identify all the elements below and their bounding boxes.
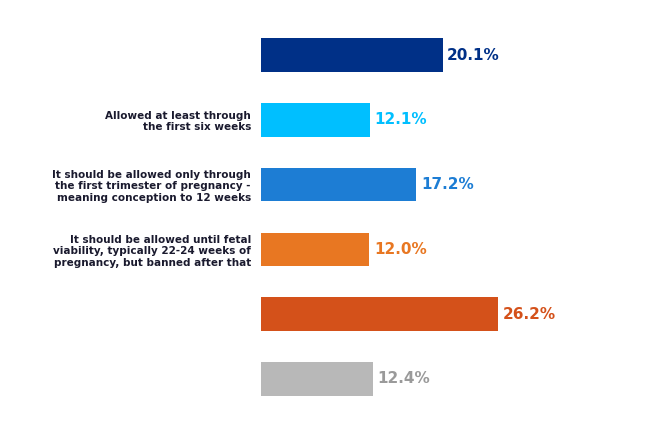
Bar <box>261 233 370 266</box>
Text: 12.1%: 12.1% <box>375 112 428 127</box>
Text: 17.2%: 17.2% <box>421 177 474 192</box>
Text: 12.4%: 12.4% <box>378 372 430 386</box>
Text: 12.0%: 12.0% <box>374 242 426 257</box>
Bar <box>261 103 370 137</box>
Bar <box>261 297 498 331</box>
Bar <box>261 38 443 72</box>
Text: 20.1%: 20.1% <box>447 48 500 62</box>
Bar <box>261 168 416 201</box>
Text: 26.2%: 26.2% <box>502 307 556 322</box>
Bar <box>261 362 373 396</box>
